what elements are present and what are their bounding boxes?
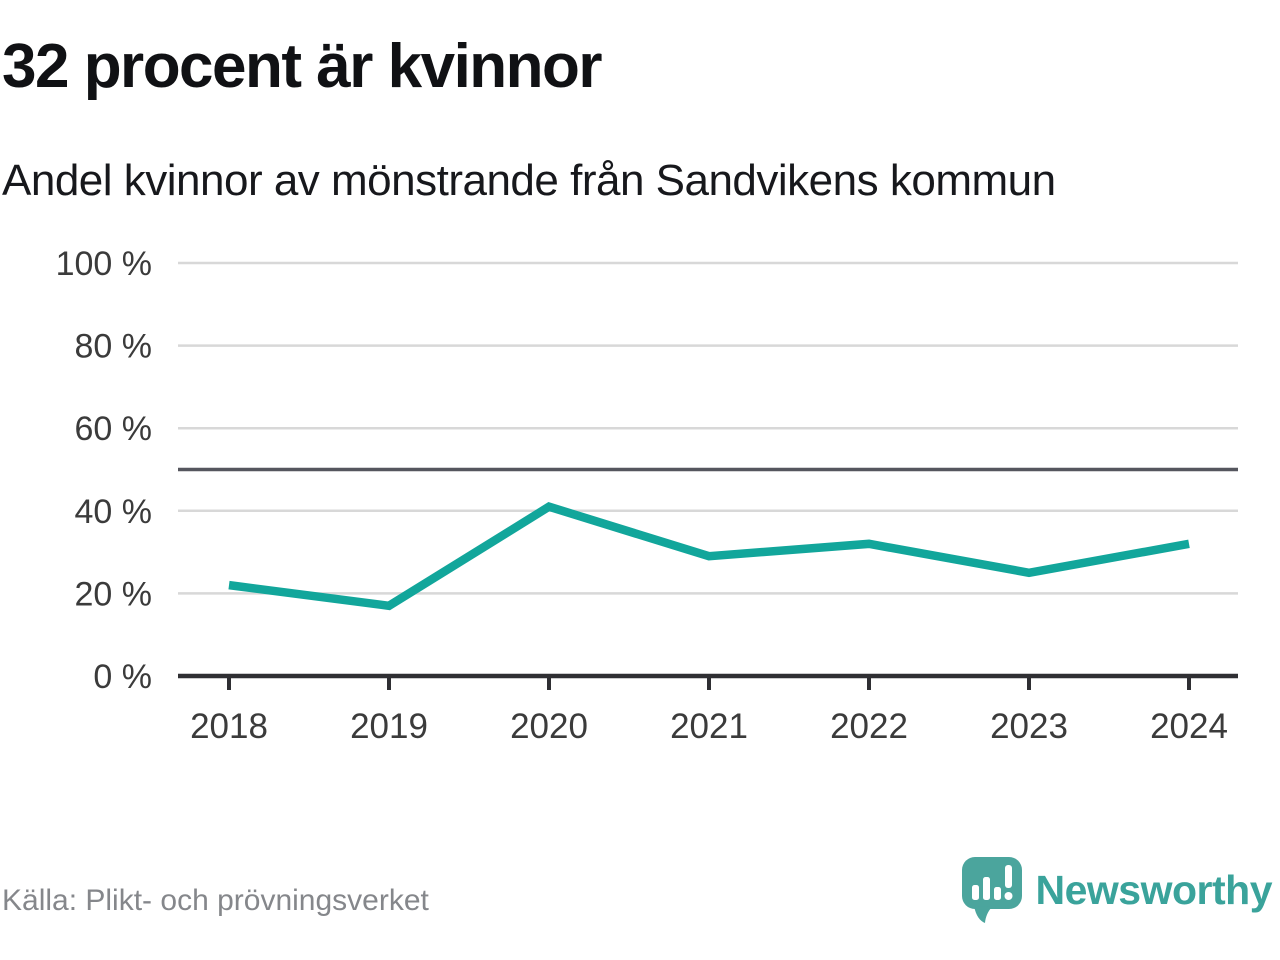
x-axis-tick-label: 2021 — [670, 707, 748, 746]
x-axis-tick-label: 2019 — [350, 707, 428, 746]
source-note: Källa: Plikt- och prövningsverket — [2, 884, 429, 917]
y-axis-tick-label: 20 % — [75, 575, 153, 613]
chart-title: 32 procent är kvinnor — [2, 32, 603, 101]
x-axis-tick-label: 2018 — [190, 707, 268, 746]
x-axis-tick-label: 2022 — [830, 707, 908, 746]
brand-logo: Newsworthy — [961, 856, 1273, 924]
chart-subtitle: Andel kvinnor av mönstrande från Sandvik… — [2, 156, 1056, 205]
y-axis-tick-label: 100 % — [56, 245, 152, 283]
x-axis-tick-label: 2020 — [510, 707, 588, 746]
y-axis-tick-label: 80 % — [75, 328, 153, 366]
brand-name: Newsworthy — [1035, 866, 1273, 913]
data-line — [228, 502, 1190, 611]
newsworthy-icon — [961, 857, 1022, 923]
x-axis-tick-label: 2023 — [990, 707, 1068, 746]
line-chart: 0 % 20 % 40 % 60 % 80 % 100 % 2018 2019 2020 2021… — [56, 245, 1238, 746]
x-axis-tick-label: 2024 — [1150, 707, 1228, 746]
y-axis-tick-label: 0 % — [93, 658, 152, 696]
y-axis-tick-label: 40 % — [75, 493, 153, 531]
y-axis-tick-label: 60 % — [75, 410, 153, 448]
